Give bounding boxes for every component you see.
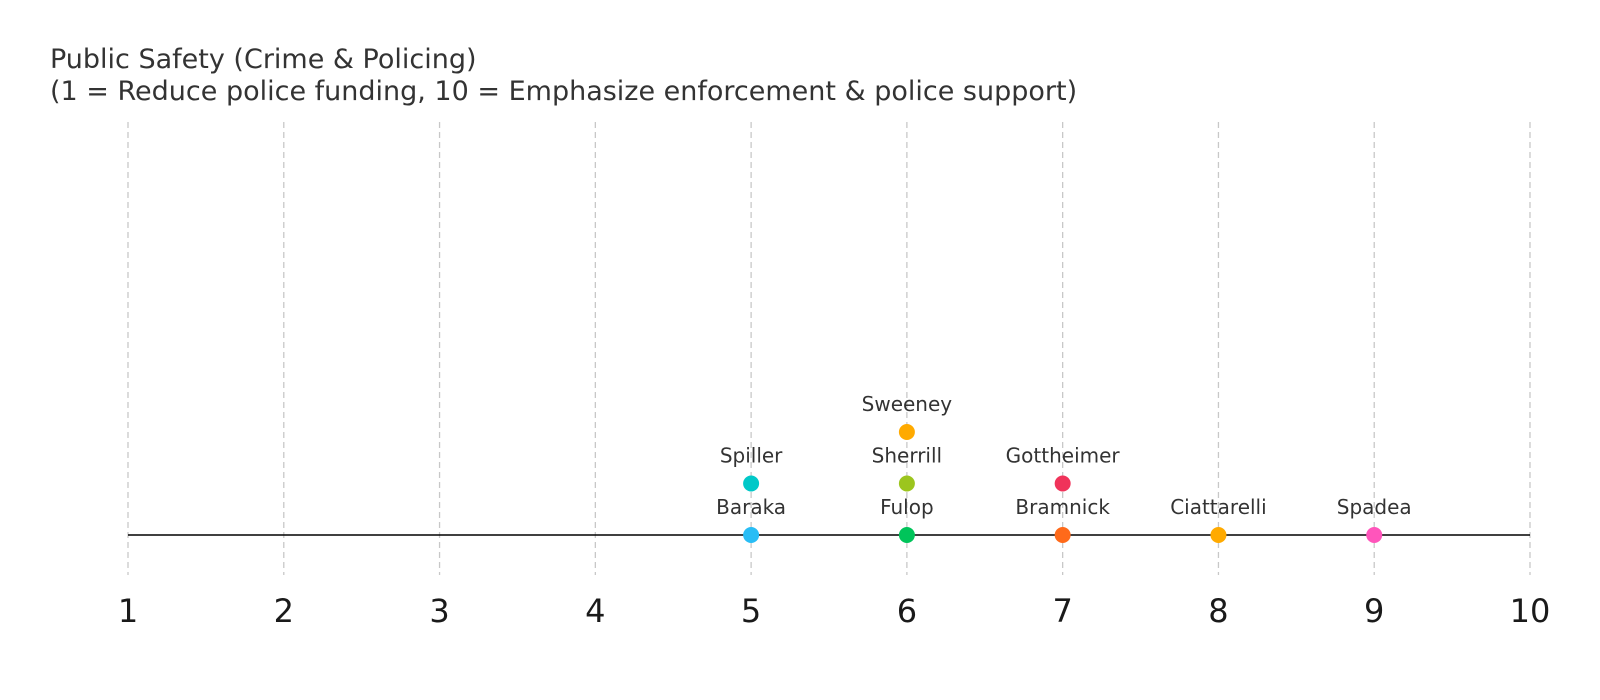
x-tick-label: 3 [429, 592, 449, 630]
data-point-label: Baraka [716, 495, 786, 519]
chart-title: Public Safety (Crime & Policing) (1 = Re… [50, 44, 1077, 108]
data-point [743, 475, 760, 492]
data-point-label: Spadea [1337, 495, 1412, 519]
data-point [1210, 527, 1227, 543]
x-tick-label: 2 [274, 592, 294, 630]
data-point [1054, 527, 1071, 543]
chart-subtitle-line: (1 = Reduce police funding, 10 = Emphasi… [50, 76, 1078, 107]
data-point-label: Sherrill [872, 444, 942, 468]
data-point-label: Bramnick [1015, 495, 1110, 519]
data-point [1366, 527, 1383, 543]
data-point [1054, 475, 1071, 492]
data-point-label: Ciattarelli [1170, 495, 1266, 519]
chart-title-line: Public Safety (Crime & Policing) [50, 44, 477, 75]
grid-layer [127, 122, 1531, 575]
data-point [898, 527, 915, 543]
x-tick-label: 7 [1052, 592, 1072, 630]
data-point-label: Fulop [880, 495, 934, 519]
data-point-label: Gottheimer [1006, 444, 1121, 468]
x-tick-label: 9 [1364, 592, 1384, 630]
point-layer: Baraka Spiller Fulop Sherrill Sweeney Bramnic… [716, 392, 1412, 543]
x-tick-label: 10 [1510, 592, 1551, 630]
x-tick-label: 4 [585, 592, 605, 630]
x-tick-label: 1 [118, 592, 138, 630]
data-point [743, 527, 760, 543]
x-tick-label: 6 [897, 592, 917, 630]
data-point-label: Sweeney [862, 392, 953, 416]
data-point-label: Spiller [720, 444, 783, 468]
x-tick-label: 8 [1208, 592, 1228, 630]
data-point [898, 475, 915, 492]
x-tick-label: 5 [741, 592, 761, 630]
tick-layer: 1 2 3 4 5 6 7 8 9 10 [118, 592, 1551, 630]
data-point [898, 424, 915, 440]
